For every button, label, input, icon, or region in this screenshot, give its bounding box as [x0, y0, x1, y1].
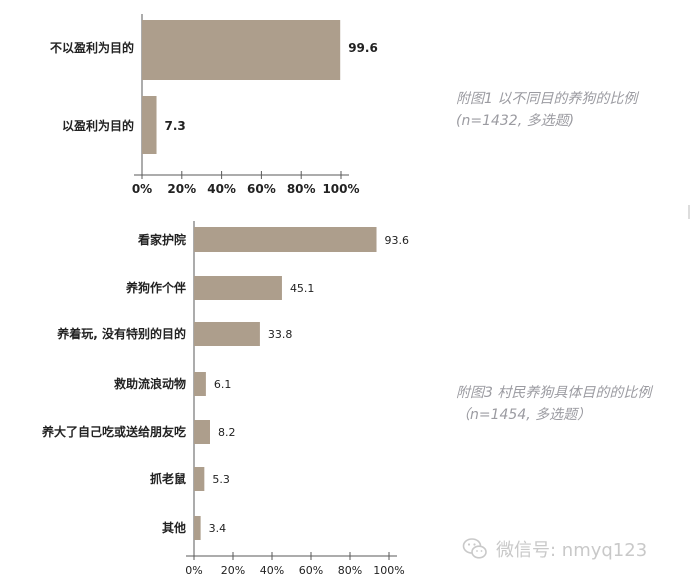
chart2-value-label-7: 3.4: [209, 522, 227, 535]
chart2-bar-4: [194, 372, 206, 396]
chart2-category-label-3: 养着玩, 没有特别的目的: [56, 326, 186, 341]
chart2-category-label-2: 养狗作个伴: [125, 280, 186, 295]
chart2-bar-7: [194, 516, 201, 540]
chart1-x-tick-label-6: 100%: [322, 182, 359, 196]
chart2-x-tick-label-4: 60%: [299, 564, 323, 577]
chart1-value-label-1: 99.6: [348, 41, 378, 55]
watermark-text: 微信号: nmyq123: [496, 540, 648, 561]
chart1-subtitle: (n=1432, 多选题): [456, 113, 575, 129]
chart2-value-label-6: 5.3: [212, 473, 230, 486]
chart2-value-label-3: 33.8: [268, 328, 293, 341]
chart1-category-label-2: 以盈利为目的: [62, 118, 134, 133]
chart2-title: 附图3 村民养狗具体目的的比例: [456, 385, 652, 401]
chart1-x-tick-label-3: 40%: [207, 182, 236, 196]
chart2-x-tick-label-3: 40%: [260, 564, 284, 577]
chart2-value-label-1: 93.6: [385, 234, 410, 247]
chart1-x-tick-label-2: 20%: [167, 182, 196, 196]
chart2-category-label-5: 养大了自己吃或送给朋友吃: [41, 424, 186, 439]
chart2-category-label-6: 抓老鼠: [150, 471, 186, 486]
chart2-bar-6: [194, 467, 205, 491]
chart2-x-tick-label-1: 0%: [185, 564, 202, 577]
chart1-caption: 附图1 以不同目的养狗的比例 (n=1432, 多选题): [456, 88, 637, 132]
chart1-bar-1: [142, 20, 341, 80]
chart2-category-label-4: 救助流浪动物: [114, 376, 186, 391]
chart1-value-label-2: 7.3: [165, 119, 186, 133]
watermark: 微信号: nmyq123: [462, 532, 647, 566]
edge-mark: [688, 205, 690, 219]
chart2-category-label-1: 看家护院: [138, 232, 186, 247]
chart2-bar-2: [194, 276, 282, 300]
chart2-caption: 附图3 村民养狗具体目的的比例 （n=1454, 多选题）: [456, 382, 651, 426]
chart2-value-label-2: 45.1: [290, 282, 315, 295]
chart2-x-tick-label-5: 80%: [338, 564, 362, 577]
chart1-x-tick-label-1: 0%: [132, 182, 152, 196]
wechat-icon: [462, 538, 487, 559]
chart2-value-label-5: 8.2: [218, 426, 236, 439]
chart2-x-tick-label-6: 100%: [373, 564, 404, 577]
chart1-category-label-1: 不以盈利为目的: [50, 40, 134, 55]
chart1-title: 附图1 以不同目的养狗的比例: [456, 91, 638, 107]
chart2-x-tick-label-2: 20%: [221, 564, 245, 577]
chart2-subtitle: （n=1454, 多选题）: [456, 407, 592, 423]
chart1-x-tick-label-5: 80%: [287, 182, 316, 196]
chart2-bar-3: [194, 322, 260, 346]
chart2-value-label-4: 6.1: [214, 378, 232, 391]
chart1-x-tick-label-4: 60%: [247, 182, 276, 196]
chart1-bar-2: [142, 96, 157, 154]
chart2-bar-1: [194, 227, 377, 252]
chart2-bar-5: [194, 420, 210, 444]
chart2-category-label-7: 其他: [162, 520, 186, 535]
